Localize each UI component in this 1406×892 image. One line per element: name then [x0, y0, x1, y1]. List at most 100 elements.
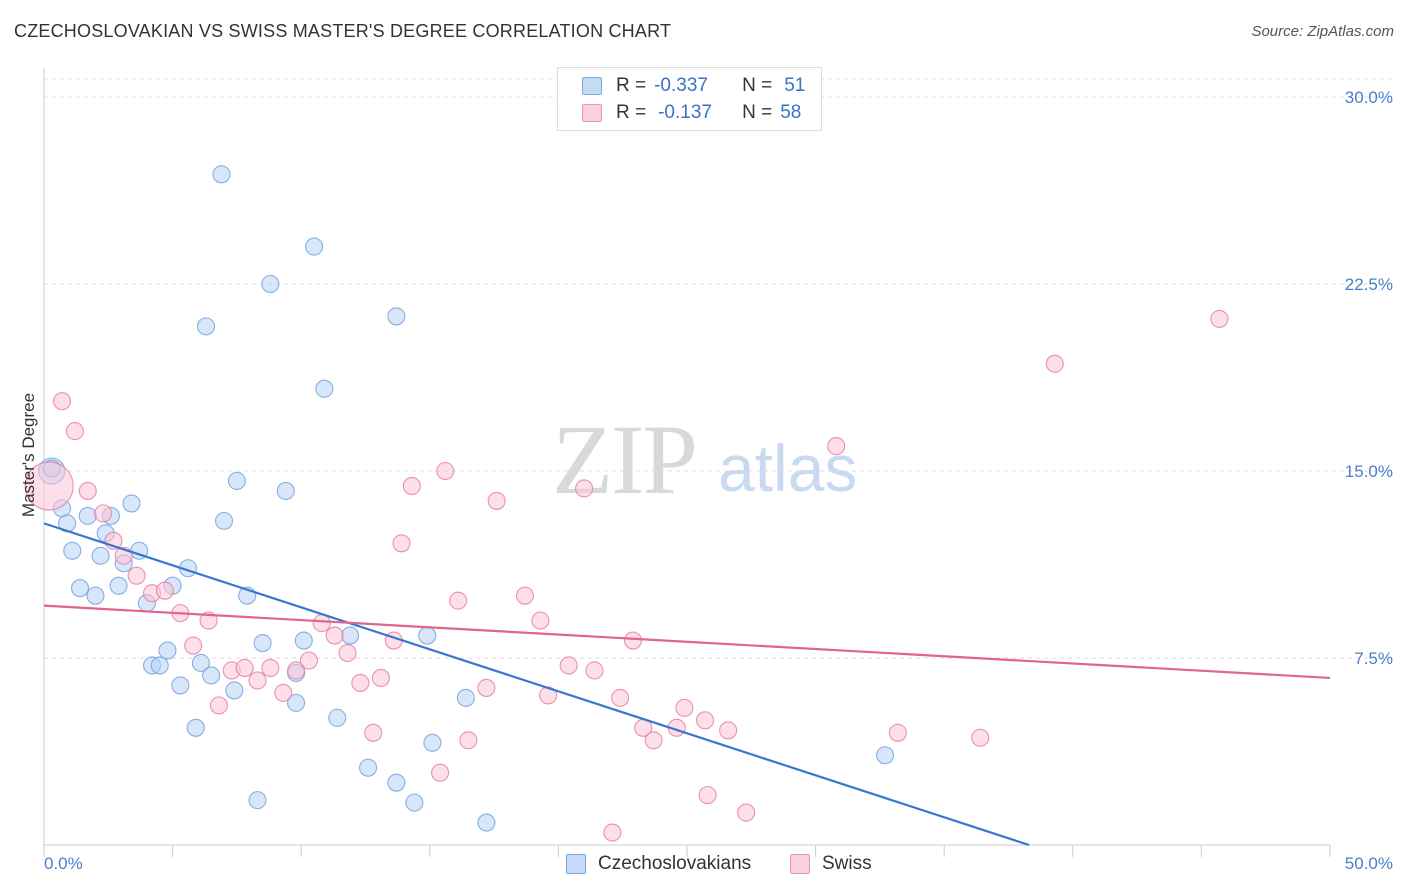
data-point [737, 803, 756, 822]
data-point [436, 461, 455, 481]
r-value: -0.137 [658, 102, 712, 123]
y-axis-label: Master's Degree [19, 393, 38, 517]
trend-line [43, 604, 1331, 680]
data-point [644, 731, 663, 750]
data-point [63, 541, 82, 560]
grid-lines [44, 78, 1392, 659]
data-point [199, 611, 218, 630]
data-point [559, 656, 578, 675]
data-point [487, 491, 506, 510]
data-point [328, 708, 347, 727]
chart-title: CZECHOSLOVAKIAN VS SWISS MASTER'S DEGREE… [14, 21, 672, 41]
data-point [719, 721, 738, 740]
data-point [94, 504, 113, 523]
data-point [423, 733, 442, 752]
data-point [341, 626, 360, 645]
data-point [184, 636, 203, 655]
data-point [261, 274, 280, 294]
data-point [603, 823, 622, 842]
legend-row-czechoslovakians: R = -0.337 N = 51 [582, 74, 805, 98]
data-point [122, 494, 141, 513]
data-point [695, 711, 715, 730]
data-point [698, 786, 717, 805]
axes [43, 68, 1331, 857]
data-point [827, 437, 846, 456]
data-point [248, 671, 267, 690]
y-tick-label: 22.5% [1345, 275, 1393, 294]
series-czechoslovakians [38, 165, 895, 832]
data-point [186, 718, 205, 737]
data-point [305, 237, 324, 256]
data-point [392, 534, 411, 553]
data-point [351, 673, 370, 692]
data-point [127, 566, 146, 585]
data-point [387, 773, 406, 792]
y-tick-label: 7.5% [1354, 649, 1393, 668]
data-point [276, 481, 295, 500]
data-point [78, 481, 97, 500]
legend-swatch-swiss [582, 104, 602, 122]
series-swiss [24, 309, 1229, 842]
data-point [675, 698, 694, 717]
y-tick-label: 30.0% [1345, 88, 1393, 107]
data-point [202, 666, 221, 685]
data-point [78, 506, 97, 525]
data-point [212, 165, 231, 184]
data-point [109, 576, 128, 595]
trend-lines [43, 522, 1331, 847]
data-point [371, 668, 390, 687]
data-point [456, 688, 475, 707]
data-point [86, 586, 105, 605]
data-point [261, 658, 280, 678]
data-point [171, 676, 190, 695]
data-point [227, 471, 246, 491]
data-point [1210, 309, 1229, 328]
n-label: N = [742, 102, 773, 123]
data-point [459, 731, 478, 750]
data-point [359, 758, 378, 777]
data-point [431, 763, 450, 782]
data-point [225, 681, 244, 700]
n-label: N = [742, 75, 773, 96]
data-point [338, 643, 357, 663]
data-point [315, 379, 334, 398]
data-point [971, 728, 990, 747]
data-point [150, 656, 169, 675]
data-point [418, 626, 437, 645]
x-tick-label: 0.0% [44, 854, 83, 873]
data-point [875, 746, 895, 765]
data-point [611, 688, 630, 707]
data-point [405, 793, 424, 812]
data-point [191, 653, 210, 673]
data-point [235, 658, 254, 678]
data-point [888, 723, 907, 742]
data-point [196, 317, 216, 336]
trend-line [43, 522, 1030, 847]
r-label: R = [616, 75, 647, 96]
data-point [294, 631, 313, 650]
data-point [623, 631, 643, 650]
data-point [70, 579, 90, 598]
data-point [65, 422, 84, 441]
data-point [24, 461, 74, 511]
data-point [387, 307, 406, 326]
legend-label-swiss: Swiss [822, 853, 872, 874]
x-tick-label: 50.0% [1345, 854, 1393, 873]
data-point [585, 661, 604, 680]
data-point [299, 651, 318, 670]
legend-item-swiss: Swiss [790, 853, 872, 875]
r-value: -0.337 [654, 75, 708, 96]
data-point [248, 791, 267, 810]
watermark-zip: ZIP [552, 404, 698, 515]
y-tick-label: 15.0% [1345, 462, 1393, 481]
n-value: 58 [780, 102, 802, 123]
data-point [449, 591, 468, 610]
n-value: 51 [784, 75, 806, 96]
data-point [287, 693, 306, 712]
correlation-legend: R = -0.337 N = 51 R = -0.137 N = 58 [557, 67, 822, 131]
data-point [209, 696, 228, 715]
source-credit: Source: ZipAtlas.com [1251, 23, 1394, 40]
data-point [287, 661, 306, 680]
data-point [575, 479, 594, 498]
